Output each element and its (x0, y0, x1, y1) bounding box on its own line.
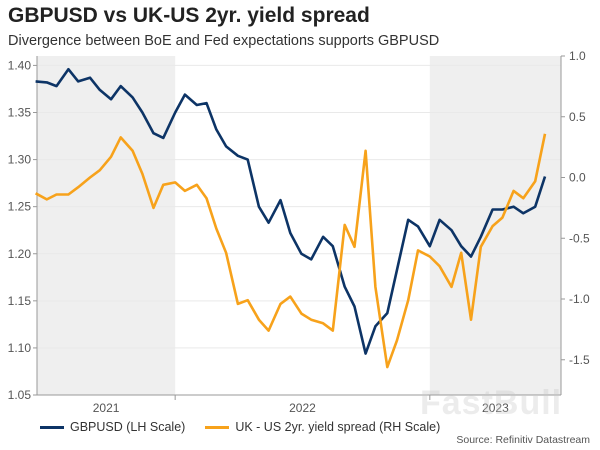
chart-subtitle: Divergence between BoE and Fed expectati… (8, 33, 440, 49)
right-tick-label: -1.0 (569, 292, 590, 306)
right-tick-label: -0.5 (569, 231, 590, 245)
watermark: FastBull (420, 384, 563, 422)
legend-label-spread: UK - US 2yr. yield spread (RH Scale) (235, 420, 441, 434)
left-tick-label: 1.15 (8, 294, 32, 308)
legend-item-spread: UK - US 2yr. yield spread (RH Scale) (205, 420, 440, 434)
left-tick-label: 1.20 (8, 247, 32, 261)
left-tick-label: 1.35 (8, 106, 32, 120)
x-tick-label-2023: 2023 (482, 401, 509, 415)
x-tick-label-2022: 2022 (289, 401, 316, 415)
chart-title: GBPUSD vs UK-US 2yr. yield spread (8, 4, 370, 27)
right-tick-label: 0.0 (569, 171, 586, 185)
right-tick-label: 0.5 (569, 110, 586, 124)
series-line-gbpusd (35, 67, 547, 355)
legend: GBPUSD (LH Scale) UK - US 2yr. yield spr… (40, 420, 440, 434)
x-tick-label-2021: 2021 (93, 401, 120, 415)
left-tick-label: 1.05 (8, 388, 32, 402)
shaded-year-2023 (429, 56, 561, 395)
series-line-yield-spread (34, 133, 547, 369)
legend-swatch-gbpusd (40, 425, 64, 429)
shaded-year-2021 (37, 56, 176, 395)
left-tick-label: 1.40 (8, 58, 32, 72)
left-tick-label: 1.25 (8, 200, 32, 214)
left-tick-label: 1.10 (8, 341, 32, 355)
source-note: Source: Refinitiv Datastream (456, 434, 590, 446)
legend-item-gbpusd: GBPUSD (LH Scale) (40, 420, 185, 434)
left-tick-label: 1.30 (8, 153, 32, 167)
legend-label-gbpusd: GBPUSD (LH Scale) (70, 420, 186, 434)
right-tick-label: 1.0 (569, 49, 586, 63)
legend-swatch-spread (205, 425, 230, 429)
right-tick-label: -1.5 (569, 353, 590, 367)
